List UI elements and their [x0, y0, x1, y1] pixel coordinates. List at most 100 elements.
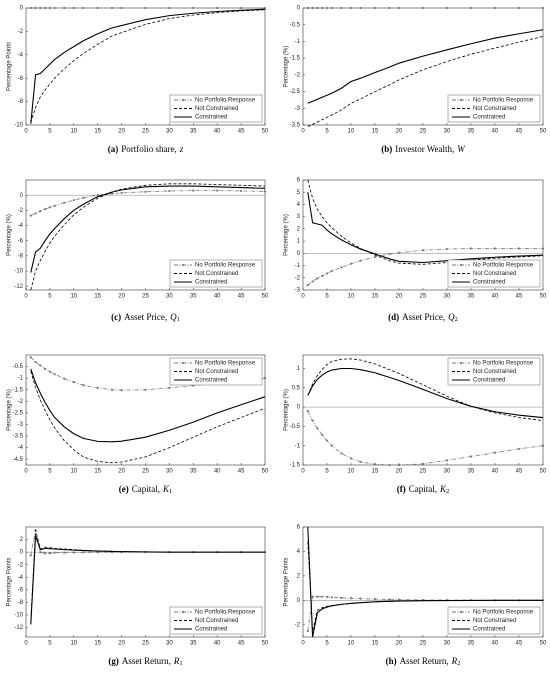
y-tick-label: -2.5 [13, 410, 24, 416]
y-tick-label: -10 [14, 613, 23, 619]
marker [421, 462, 425, 465]
series-line [30, 8, 266, 124]
marker [469, 6, 473, 10]
legend-label: No Portfolio Response [195, 98, 256, 104]
marker [349, 457, 353, 460]
marker [373, 255, 377, 259]
marker [541, 444, 545, 447]
marker [330, 444, 333, 447]
y-tick-label: -2 [295, 622, 301, 628]
x-tick-label: 20 [396, 129, 403, 135]
y-axis-label: Percentage (%) [284, 46, 290, 88]
marker [48, 6, 52, 10]
x-tick-label: 0 [301, 469, 305, 475]
x-tick-label: 30 [166, 294, 173, 300]
x-tick-label: 50 [262, 641, 269, 647]
marker [63, 377, 66, 380]
x-tick-label: 40 [214, 641, 221, 647]
marker [144, 190, 147, 193]
caption-subscript: 1 [169, 488, 172, 495]
caption-subscript: 1 [177, 316, 180, 323]
x-tick-label: 10 [348, 129, 355, 135]
y-tick-label: -2 [295, 72, 301, 78]
x-tick-label: 10 [70, 641, 77, 647]
legend-label: Constrained [473, 115, 505, 121]
marker [469, 247, 473, 250]
x-tick-label: 45 [516, 641, 523, 647]
marker [397, 251, 401, 254]
marker [493, 451, 497, 454]
x-tick-label: 5 [48, 294, 52, 300]
legend-label: Not Constrained [195, 106, 238, 112]
marker [63, 551, 66, 554]
x-tick-label: 10 [70, 469, 77, 475]
y-axis-label: Percentage Points [7, 557, 13, 606]
caption-subscript: 2 [457, 660, 460, 667]
marker [34, 6, 37, 10]
panel: 0 5 10 15 20 25 30 35 40 45 50 -1.5 -1 -0.5 0 0.5 1 Perce… [284, 354, 547, 495]
marker [53, 373, 56, 376]
series-line [307, 29, 544, 104]
x-tick-label: 0 [301, 129, 305, 135]
x-tick-label: 10 [348, 641, 355, 647]
series-line [307, 367, 544, 419]
x-tick-label: 40 [214, 294, 221, 300]
x-tick-label: 45 [516, 469, 523, 475]
marker [311, 419, 314, 422]
legend-label: Not Constrained [473, 369, 516, 375]
x-tick-label: 40 [214, 469, 221, 475]
marker [263, 190, 267, 193]
y-tick-label: -2 [18, 208, 24, 214]
marker [63, 6, 66, 10]
marker [388, 598, 391, 601]
y-tick-label: -8 [18, 600, 24, 606]
marker [29, 554, 32, 557]
marker [349, 597, 353, 600]
series-line [307, 526, 543, 638]
marker [82, 551, 85, 554]
caption-text: Capital, [132, 484, 160, 494]
legend-marker [181, 361, 185, 365]
series-line [30, 535, 265, 625]
legend-marker [181, 98, 185, 102]
marker [397, 6, 401, 10]
marker [359, 460, 362, 464]
caption-symbol: Q [170, 312, 177, 322]
marker [316, 6, 319, 10]
marker [373, 598, 377, 601]
marker [541, 6, 545, 10]
x-tick-label: 40 [492, 294, 499, 300]
y-tick-label: 0 [20, 6, 24, 12]
y-tick-label: 3 [297, 214, 301, 220]
caption-subscript: 2 [446, 488, 449, 495]
y-tick-label: -4 [18, 52, 24, 58]
legend-box [447, 357, 541, 386]
x-tick-label: 35 [190, 294, 197, 300]
marker [192, 6, 195, 10]
series-line [30, 9, 266, 123]
x-tick-label: 30 [166, 469, 173, 475]
y-axis-label: Percentage (%) [7, 389, 13, 431]
y-tick-label: -8 [18, 99, 24, 105]
marker [72, 551, 75, 554]
panel: 0 5 10 15 20 25 30 35 40 45 50 -12 -10 -8 -6 -4 -2 0 Perce… [7, 179, 269, 323]
x-tick-label: 10 [348, 294, 355, 300]
x-tick-label: 30 [444, 469, 451, 475]
caption: (e) Capital, K1 [119, 484, 173, 495]
y-tick-label: -6 [18, 238, 24, 244]
panel: 0 5 10 15 20 25 30 35 40 45 50 -2 0 2 4 6 Percentage Poi… [284, 525, 547, 668]
marker [517, 447, 521, 450]
marker [263, 377, 267, 380]
x-tick-label: 35 [190, 469, 197, 475]
y-tick-label: -1 [18, 376, 24, 382]
caption: (d) Asset Price, Q2 [388, 312, 458, 323]
legend-label: No Portfolio Response [473, 263, 534, 269]
x-tick-label: 40 [492, 129, 499, 135]
x-tick-label: 30 [444, 129, 451, 135]
marker [53, 204, 56, 207]
marker [330, 596, 333, 599]
marker [44, 552, 47, 555]
marker [469, 455, 473, 458]
series-line [30, 530, 265, 556]
x-tick-label: 40 [214, 129, 221, 135]
